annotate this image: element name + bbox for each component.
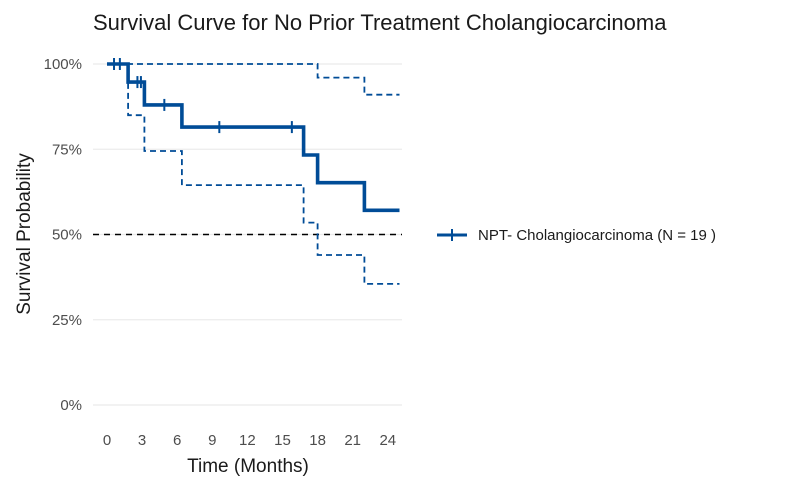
x-tick-label: 12 — [239, 432, 256, 449]
y-tick-label: 75% — [52, 141, 82, 158]
y-tick-labels: 0% 25% 50% 75% 100% — [44, 56, 82, 414]
x-tick-label: 15 — [274, 432, 291, 449]
x-tick-label: 6 — [173, 432, 181, 449]
y-tick-label: 0% — [60, 397, 82, 414]
y-tick-label: 100% — [44, 56, 82, 73]
y-tick-label: 25% — [52, 312, 82, 329]
x-axis-title: Time (Months) — [187, 456, 309, 477]
lower-confidence-line — [107, 63, 400, 285]
survival-curve-layer — [107, 62, 400, 213]
censor-marks-layer — [113, 58, 293, 134]
y-axis-title: Survival Probability — [14, 153, 35, 315]
x-tick-label: 21 — [344, 432, 361, 449]
legend: NPT- Cholangiocarcinoma (N = 19 ) — [437, 227, 716, 244]
chart-title: Survival Curve for No Prior Treatment Ch… — [93, 10, 667, 35]
x-tick-label: 18 — [309, 432, 326, 449]
legend-label: NPT- Cholangiocarcinoma (N = 19 ) — [478, 227, 716, 244]
y-tick-label: 50% — [52, 227, 82, 244]
x-tick-label: 0 — [103, 432, 111, 449]
x-tick-label: 3 — [138, 432, 146, 449]
x-tick-label: 24 — [379, 432, 396, 449]
confidence-band-layer — [107, 63, 400, 285]
survival-curve-line — [107, 62, 400, 213]
x-tick-labels: 0 3 6 9 12 15 18 21 24 — [103, 432, 396, 449]
upper-confidence-line — [107, 63, 400, 96]
x-tick-label: 9 — [208, 432, 216, 449]
